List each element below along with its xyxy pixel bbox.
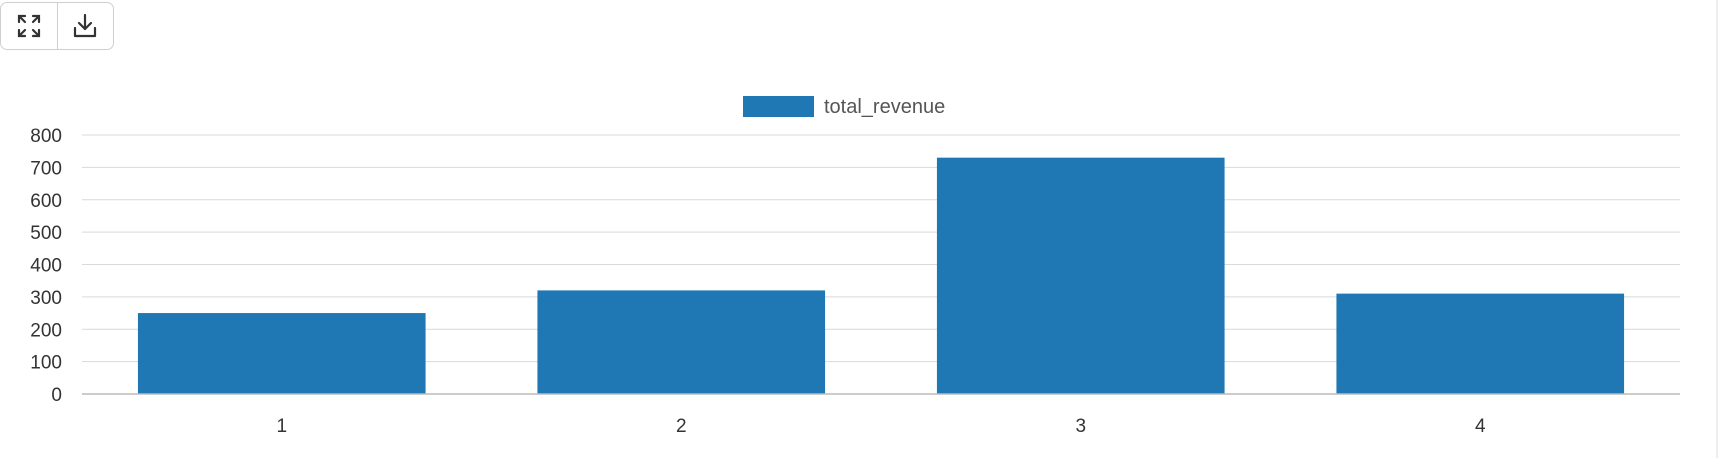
x-axis-ticks: 1 2 3 4 (276, 416, 1486, 437)
download-button[interactable] (56, 3, 114, 49)
bar-2[interactable] (537, 290, 826, 394)
chart-toolbar (0, 2, 114, 50)
download-icon (74, 13, 97, 38)
legend-swatch (743, 96, 814, 117)
bars (137, 157, 1625, 394)
x-tick-label: 3 (1075, 416, 1086, 437)
scrollbar-track[interactable] (1716, 0, 1718, 458)
y-tick-label: 200 (30, 320, 62, 341)
y-tick-label: 600 (30, 191, 62, 212)
x-tick-label: 4 (1475, 416, 1486, 437)
y-tick-label: 400 (30, 256, 62, 277)
y-tick-label: 500 (30, 223, 62, 244)
expand-icon (17, 14, 40, 38)
y-tick-label: 700 (30, 158, 62, 179)
bar-3[interactable] (936, 157, 1225, 394)
y-axis-ticks: 0 100 200 300 400 500 600 700 800 (30, 126, 62, 406)
y-tick-label: 0 (51, 385, 62, 406)
bar-4[interactable] (1336, 293, 1625, 394)
fullscreen-button[interactable] (1, 3, 57, 49)
y-tick-label: 100 (30, 353, 62, 374)
legend-label: total_revenue (824, 96, 945, 118)
x-tick-label: 1 (276, 416, 287, 437)
x-tick-label: 2 (676, 416, 687, 437)
legend[interactable]: total_revenue (743, 96, 945, 118)
y-tick-label: 800 (30, 126, 62, 147)
y-tick-label: 300 (30, 288, 62, 309)
bar-1[interactable] (137, 313, 426, 394)
